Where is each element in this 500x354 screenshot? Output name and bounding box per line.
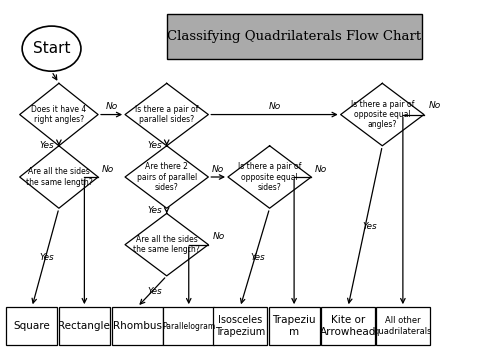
Text: Does it have 4
right angles?: Does it have 4 right angles? — [32, 105, 86, 124]
Text: Are there 2
pairs of parallel
sides?: Are there 2 pairs of parallel sides? — [136, 162, 197, 192]
Text: No: No — [315, 165, 328, 173]
Text: No: No — [106, 102, 118, 111]
Bar — [112, 307, 163, 345]
Text: Yes: Yes — [362, 222, 378, 231]
Text: Yes: Yes — [39, 253, 54, 262]
Text: Yes: Yes — [147, 206, 162, 215]
Bar — [6, 307, 58, 345]
Text: Is there a pair of
parallel sides?: Is there a pair of parallel sides? — [135, 105, 198, 124]
Text: No: No — [429, 101, 441, 110]
Text: No: No — [268, 102, 280, 111]
Text: Start: Start — [33, 41, 70, 56]
Bar — [164, 307, 214, 345]
Text: Isosceles
Trapezium: Isosceles Trapezium — [215, 315, 266, 337]
Bar — [268, 307, 320, 345]
Text: Are all the sides
the same length?: Are all the sides the same length? — [134, 235, 200, 255]
Bar — [59, 307, 110, 345]
Text: No: No — [212, 165, 224, 173]
Text: Is there a pair of
opposite equal
sides?: Is there a pair of opposite equal sides? — [238, 162, 302, 192]
Bar — [213, 307, 267, 345]
Text: Trapeziu
m: Trapeziu m — [272, 315, 316, 337]
Text: Is there a pair of
opposite equal
angles?: Is there a pair of opposite equal angles… — [350, 100, 414, 130]
Text: No: No — [102, 165, 115, 173]
Text: Are all the sides
the same length?: Are all the sides the same length? — [26, 167, 92, 187]
Text: Yes: Yes — [147, 287, 162, 296]
Text: Parallelogram: Parallelogram — [162, 322, 216, 331]
Text: Yes: Yes — [250, 253, 264, 262]
Text: Square: Square — [14, 321, 51, 331]
Text: No: No — [212, 232, 224, 241]
Ellipse shape — [22, 26, 81, 71]
Text: Yes: Yes — [39, 141, 54, 150]
Text: Rhombus: Rhombus — [113, 321, 162, 331]
Text: Yes: Yes — [147, 141, 162, 150]
Bar — [166, 14, 422, 59]
Bar — [376, 307, 430, 345]
Text: Classifying Quadrilaterals Flow Chart: Classifying Quadrilaterals Flow Chart — [167, 30, 421, 43]
Text: All other
quadrilaterals: All other quadrilaterals — [374, 316, 432, 336]
Text: Kite or
Arrowhead: Kite or Arrowhead — [320, 315, 376, 337]
Text: Rectangle: Rectangle — [58, 321, 110, 331]
Bar — [321, 307, 375, 345]
